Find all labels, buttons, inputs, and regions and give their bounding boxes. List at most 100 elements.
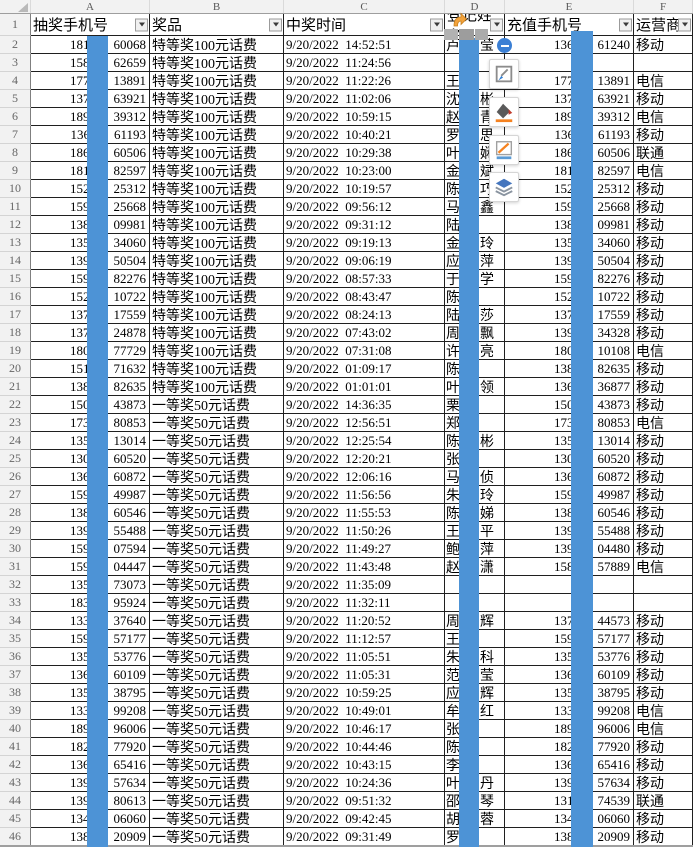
- cell-recharge-phone[interactable]: 152 10722: [505, 288, 634, 306]
- cell-carrier[interactable]: 移动: [634, 810, 693, 828]
- row-number[interactable]: 38: [0, 684, 31, 702]
- cell-win-time[interactable]: 9/20/2022 10:59:15: [284, 108, 445, 126]
- cell-recharge-phone[interactable]: 137 44573: [505, 612, 634, 630]
- cell-win-time[interactable]: 9/20/2022 12:06:16: [284, 468, 445, 486]
- cell-carrier[interactable]: [634, 54, 693, 72]
- cell-recharge-phone[interactable]: 139 57634: [505, 774, 634, 792]
- cell-carrier[interactable]: 电信: [634, 414, 693, 432]
- cell-prize[interactable]: 特等奖100元话费: [150, 234, 284, 252]
- cell-carrier[interactable]: 电信: [634, 342, 693, 360]
- cell-recharge-phone[interactable]: 138 20909: [505, 828, 634, 846]
- cell-recharge-phone[interactable]: 131 74539: [505, 792, 634, 810]
- cell-recharge-phone[interactable]: 189 96006: [505, 720, 634, 738]
- minus-circle-button[interactable]: [497, 38, 512, 53]
- cell-recharge-phone[interactable]: 135 38795: [505, 684, 634, 702]
- cell-win-time[interactable]: 9/20/2022 11:24:56: [284, 54, 445, 72]
- row-number[interactable]: 11: [0, 198, 31, 216]
- row-number[interactable]: 35: [0, 630, 31, 648]
- cell-recharge-phone[interactable]: [505, 594, 634, 612]
- row-number[interactable]: 42: [0, 756, 31, 774]
- cell-prize[interactable]: 特等奖100元话费: [150, 288, 284, 306]
- cell-carrier[interactable]: 移动: [634, 486, 693, 504]
- cell-carrier[interactable]: 移动: [634, 270, 693, 288]
- cell-win-time[interactable]: 9/20/2022 11:32:11: [284, 594, 445, 612]
- cell-recharge-phone[interactable]: 159 49987: [505, 486, 634, 504]
- cell-recharge-phone[interactable]: [505, 576, 634, 594]
- column-letter-f[interactable]: F: [634, 0, 693, 13]
- cell-carrier[interactable]: 移动: [634, 630, 693, 648]
- cell-win-time[interactable]: 9/20/2022 11:02:06: [284, 90, 445, 108]
- row-number[interactable]: 37: [0, 666, 31, 684]
- cell-prize[interactable]: 一等奖50元话费: [150, 648, 284, 666]
- cell-win-time[interactable]: 9/20/2022 10:29:38: [284, 144, 445, 162]
- cell-recharge-phone[interactable]: 136 61240: [505, 36, 634, 54]
- row-number[interactable]: 20: [0, 360, 31, 378]
- header-cell-carrier[interactable]: 运营商: [634, 14, 693, 36]
- cell-carrier[interactable]: 移动: [634, 756, 693, 774]
- cell-carrier[interactable]: 电信: [634, 702, 693, 720]
- cell-prize[interactable]: 特等奖100元话费: [150, 126, 284, 144]
- row-number[interactable]: 17: [0, 306, 31, 324]
- cell-win-time[interactable]: 9/20/2022 10:24:36: [284, 774, 445, 792]
- cell-win-time[interactable]: 9/20/2022 08:57:33: [284, 270, 445, 288]
- cell-carrier[interactable]: 移动: [634, 396, 693, 414]
- cell-win-time[interactable]: 9/20/2022 10:49:01: [284, 702, 445, 720]
- cell-recharge-phone[interactable]: 159 57177: [505, 630, 634, 648]
- cell-recharge-phone[interactable]: 139 50504: [505, 252, 634, 270]
- cell-recharge-phone[interactable]: 139 34328: [505, 324, 634, 342]
- cell-prize[interactable]: 一等奖50元话费: [150, 828, 284, 846]
- cell-win-time[interactable]: 9/20/2022 10:44:46: [284, 738, 445, 756]
- row-number[interactable]: 15: [0, 270, 31, 288]
- cell-win-time[interactable]: 9/20/2022 12:25:54: [284, 432, 445, 450]
- row-number[interactable]: 16: [0, 288, 31, 306]
- cell-win-time[interactable]: 9/20/2022 10:40:21: [284, 126, 445, 144]
- cell-win-time[interactable]: 9/20/2022 09:51:32: [284, 792, 445, 810]
- cell-recharge-phone[interactable]: 133 99208: [505, 702, 634, 720]
- row-number[interactable]: 2: [0, 36, 31, 54]
- row-number[interactable]: 21: [0, 378, 31, 396]
- cell-win-time[interactable]: 9/20/2022 11:55:53: [284, 504, 445, 522]
- cell-prize[interactable]: 特等奖100元话费: [150, 342, 284, 360]
- cell-carrier[interactable]: 移动: [634, 324, 693, 342]
- pen-underline-tool-button[interactable]: [489, 135, 519, 165]
- row-number[interactable]: 30: [0, 540, 31, 558]
- cell-carrier[interactable]: 移动: [634, 828, 693, 846]
- cell-carrier[interactable]: 移动: [634, 774, 693, 792]
- rectangle-pen-tool-button[interactable]: [489, 59, 519, 89]
- cell-carrier[interactable]: 移动: [634, 36, 693, 54]
- cell-win-time[interactable]: 9/20/2022 09:31:49: [284, 828, 445, 846]
- row-number[interactable]: 10: [0, 180, 31, 198]
- cell-recharge-phone[interactable]: 136 60872: [505, 468, 634, 486]
- cell-win-time[interactable]: 9/20/2022 10:43:15: [284, 756, 445, 774]
- row-number[interactable]: 23: [0, 414, 31, 432]
- cell-prize[interactable]: 一等奖50元话费: [150, 504, 284, 522]
- cell-carrier[interactable]: 移动: [634, 180, 693, 198]
- column-letter-b[interactable]: B: [150, 0, 284, 13]
- cell-recharge-phone[interactable]: 189 39312: [505, 108, 634, 126]
- row-number[interactable]: 18: [0, 324, 31, 342]
- cell-recharge-phone[interactable]: 138 82635: [505, 360, 634, 378]
- row-number[interactable]: 24: [0, 432, 31, 450]
- row-number[interactable]: 12: [0, 216, 31, 234]
- cell-win-time[interactable]: 9/20/2022 11:05:51: [284, 648, 445, 666]
- cell-recharge-phone[interactable]: 136 36877: [505, 378, 634, 396]
- filter-button-name[interactable]: [490, 18, 503, 31]
- cell-prize[interactable]: 特等奖100元话费: [150, 144, 284, 162]
- row-number[interactable]: 13: [0, 234, 31, 252]
- cell-carrier[interactable]: 移动: [634, 522, 693, 540]
- cell-recharge-phone[interactable]: 158 57889: [505, 558, 634, 576]
- cell-prize[interactable]: 特等奖100元话费: [150, 162, 284, 180]
- filter-button-carrier[interactable]: [678, 18, 691, 31]
- filter-button-draw-phone[interactable]: [135, 18, 148, 31]
- cell-prize[interactable]: 一等奖50元话费: [150, 414, 284, 432]
- cell-recharge-phone[interactable]: 136 65416: [505, 756, 634, 774]
- header-cell-prize[interactable]: 奖品: [150, 14, 284, 36]
- cell-carrier[interactable]: 移动: [634, 198, 693, 216]
- cell-win-time[interactable]: 9/20/2022 11:22:26: [284, 72, 445, 90]
- cell-recharge-phone[interactable]: 134 06060: [505, 810, 634, 828]
- cell-prize[interactable]: 一等奖50元话费: [150, 720, 284, 738]
- cell-carrier[interactable]: 移动: [634, 450, 693, 468]
- row-number[interactable]: 25: [0, 450, 31, 468]
- row-number[interactable]: 4: [0, 72, 31, 90]
- cell-prize[interactable]: 特等奖100元话费: [150, 306, 284, 324]
